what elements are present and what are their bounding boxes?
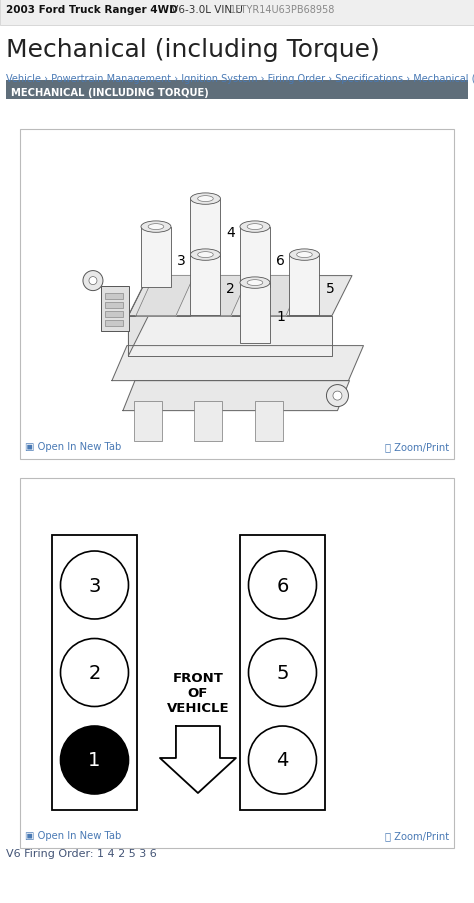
Polygon shape <box>112 346 364 381</box>
Ellipse shape <box>333 392 342 401</box>
Bar <box>240 284 270 343</box>
Bar <box>255 402 283 442</box>
Ellipse shape <box>148 224 164 230</box>
Ellipse shape <box>191 193 220 205</box>
Bar <box>101 286 129 331</box>
Ellipse shape <box>89 277 97 285</box>
Ellipse shape <box>240 277 270 289</box>
Circle shape <box>61 552 128 619</box>
Ellipse shape <box>198 252 213 258</box>
Polygon shape <box>128 276 352 316</box>
Text: 1: 1 <box>88 750 100 769</box>
Text: V6 Firing Order: 1 4 2 5 3 6: V6 Firing Order: 1 4 2 5 3 6 <box>6 848 157 858</box>
Ellipse shape <box>191 249 220 261</box>
Ellipse shape <box>198 197 213 202</box>
Text: 6: 6 <box>276 254 285 267</box>
Polygon shape <box>123 381 349 411</box>
Bar <box>52 535 137 810</box>
Text: ▣ Open In New Tab: ▣ Open In New Tab <box>25 830 121 840</box>
Text: 3: 3 <box>88 576 100 595</box>
Polygon shape <box>128 316 332 356</box>
Bar <box>105 321 123 326</box>
Text: 4: 4 <box>276 750 289 769</box>
Text: MECHANICAL (INCLUDING TORQUE): MECHANICAL (INCLUDING TORQUE) <box>11 88 209 98</box>
Text: 4: 4 <box>227 226 235 239</box>
Bar <box>290 256 319 315</box>
Text: OF: OF <box>188 687 208 700</box>
Bar <box>191 200 220 259</box>
Bar <box>240 228 270 287</box>
Text: 2: 2 <box>88 664 100 683</box>
Text: 5: 5 <box>326 282 334 295</box>
Bar <box>191 256 220 315</box>
Circle shape <box>248 638 317 707</box>
Text: Vehicle › Powertrain Management › Ignition System › Firing Order › Specification: Vehicle › Powertrain Management › Igniti… <box>6 74 474 84</box>
Polygon shape <box>246 276 304 316</box>
Bar <box>20 130 454 460</box>
Ellipse shape <box>83 271 103 292</box>
Ellipse shape <box>141 221 171 233</box>
Text: VEHICLE: VEHICLE <box>167 702 229 714</box>
Bar <box>105 312 123 317</box>
Ellipse shape <box>327 386 348 407</box>
Text: 1: 1 <box>276 309 285 323</box>
Text: 5: 5 <box>276 664 289 683</box>
Text: 3: 3 <box>177 254 186 267</box>
Ellipse shape <box>247 280 263 286</box>
Text: 🔍 Zoom/Print: 🔍 Zoom/Print <box>385 442 449 452</box>
Text: ▣ Open In New Tab: ▣ Open In New Tab <box>25 442 121 452</box>
Bar <box>141 228 171 287</box>
Text: 2003 Ford Truck Ranger 4WD: 2003 Ford Truck Ranger 4WD <box>6 5 178 15</box>
Circle shape <box>248 552 317 619</box>
Bar <box>20 479 454 848</box>
Ellipse shape <box>290 249 319 261</box>
Bar <box>240 535 325 810</box>
Bar <box>105 303 123 308</box>
Ellipse shape <box>240 221 270 233</box>
Bar <box>105 293 123 299</box>
Bar <box>0 0 474 26</box>
Text: V6-3.0L VIN U: V6-3.0L VIN U <box>168 5 246 15</box>
Polygon shape <box>191 276 249 316</box>
Circle shape <box>248 726 317 794</box>
Ellipse shape <box>297 252 312 258</box>
Text: 1FTYR14U63PB68958: 1FTYR14U63PB68958 <box>230 5 336 15</box>
Text: FRONT: FRONT <box>173 672 223 684</box>
Circle shape <box>61 726 128 794</box>
Text: 2: 2 <box>227 282 235 295</box>
Text: Mechanical (including Torque): Mechanical (including Torque) <box>6 38 380 62</box>
Text: 6: 6 <box>276 576 289 595</box>
Ellipse shape <box>247 224 263 230</box>
Polygon shape <box>136 276 194 316</box>
Bar <box>194 402 222 442</box>
Circle shape <box>61 638 128 707</box>
Polygon shape <box>160 726 236 793</box>
Text: 🔍 Zoom/Print: 🔍 Zoom/Print <box>385 830 449 840</box>
Bar <box>134 402 162 442</box>
Polygon shape <box>128 276 148 356</box>
Bar <box>6 81 468 100</box>
